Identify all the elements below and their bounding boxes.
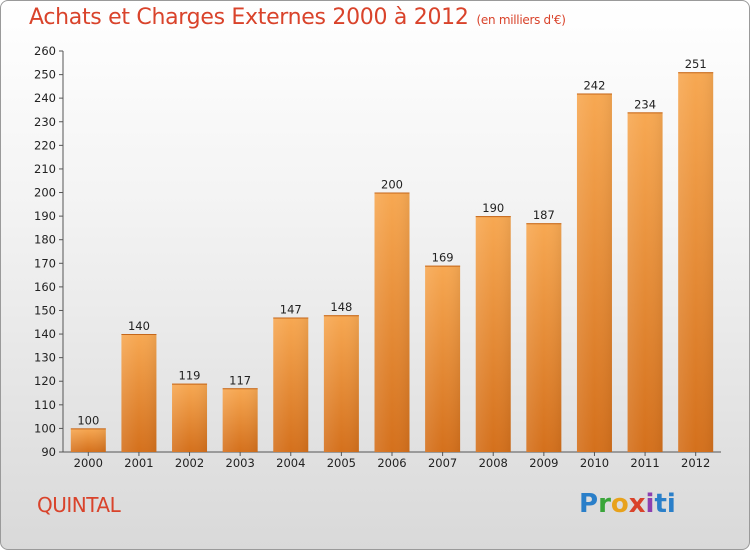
bar-shade	[121, 334, 157, 452]
y-tick-label: 260	[34, 44, 56, 58]
logo-letter: P	[579, 489, 599, 519]
bar-shade	[70, 428, 106, 452]
y-tick-label: 200	[34, 186, 56, 200]
x-tick-label: 2001	[124, 456, 153, 470]
x-tick-label: 2004	[276, 456, 305, 470]
bar-shade	[627, 112, 663, 453]
y-tick-label: 220	[34, 138, 56, 152]
bar-shade	[172, 383, 208, 452]
logo-letter: i	[645, 489, 655, 519]
x-tick-label: 2008	[479, 456, 508, 470]
axes: 90 100 110 120 130 140 150 160 170 180 190 200 210 22…	[34, 44, 721, 470]
y-tick-label: 230	[34, 115, 56, 129]
data-label: 234	[634, 97, 656, 111]
data-label: 147	[280, 303, 302, 317]
x-tick-label: 2011	[630, 456, 659, 470]
y-tick-label: 100	[34, 421, 56, 435]
x-tick-label: 2000	[74, 456, 103, 470]
data-label: 251	[685, 57, 707, 71]
y-tick-label: 160	[34, 280, 56, 294]
logo-letter: x	[628, 489, 646, 519]
y-tick-label: 90	[41, 445, 56, 459]
bar-shade	[273, 317, 309, 452]
x-tick-label: 2006	[377, 456, 406, 470]
y-tick-label: 180	[34, 233, 56, 247]
data-label: 148	[330, 300, 352, 314]
bar-shade	[323, 315, 359, 452]
bar-shade	[374, 192, 410, 452]
y-tick-label: 110	[34, 398, 56, 412]
x-tick-label: 2009	[529, 456, 558, 470]
value-labels: 100 140 119 117 147 148 200 169 190 187 242 234 251	[77, 57, 706, 427]
data-label: 140	[128, 319, 150, 333]
logo-letter: r	[598, 489, 611, 519]
x-tick-label: 2002	[175, 456, 204, 470]
data-label: 119	[179, 369, 201, 383]
bar-shade	[678, 72, 714, 453]
proxiti-logo: Proxiti	[579, 489, 676, 519]
bar-shade	[576, 93, 612, 452]
commune-name: QUINTAL	[37, 493, 121, 517]
bar-shade	[475, 216, 511, 452]
x-tick-label: 2003	[226, 456, 255, 470]
y-tick-label: 130	[34, 351, 56, 365]
data-label: 100	[77, 413, 99, 427]
logo-letter: ti	[654, 489, 676, 519]
bar-shade	[222, 388, 258, 452]
y-tick-label: 250	[34, 68, 56, 82]
x-tick-label: 2012	[681, 456, 710, 470]
bars	[70, 72, 714, 453]
data-label: 242	[583, 78, 605, 92]
data-label: 169	[432, 251, 454, 265]
bar-shade	[526, 223, 562, 452]
x-tick-label: 2005	[327, 456, 356, 470]
y-tick-label: 150	[34, 303, 56, 317]
data-label: 187	[533, 208, 555, 222]
data-label: 190	[482, 201, 504, 215]
chart-subtitle: (en milliers d'€)	[476, 13, 566, 27]
data-label: 200	[381, 178, 403, 192]
logo-letter: o	[610, 489, 629, 519]
x-tick-label: 2010	[580, 456, 609, 470]
y-tick-label: 140	[34, 327, 56, 341]
chart-title: Achats et Charges Externes 2000 à 2012 (e…	[29, 5, 566, 30]
bar-shade	[425, 265, 461, 452]
y-tick-label: 210	[34, 162, 56, 176]
data-label: 117	[229, 373, 251, 387]
y-tick-label: 120	[34, 374, 56, 388]
y-tick-label: 190	[34, 209, 56, 223]
y-tick-label: 170	[34, 256, 56, 270]
y-tick-label: 240	[34, 91, 56, 105]
x-tick-label: 2007	[428, 456, 457, 470]
